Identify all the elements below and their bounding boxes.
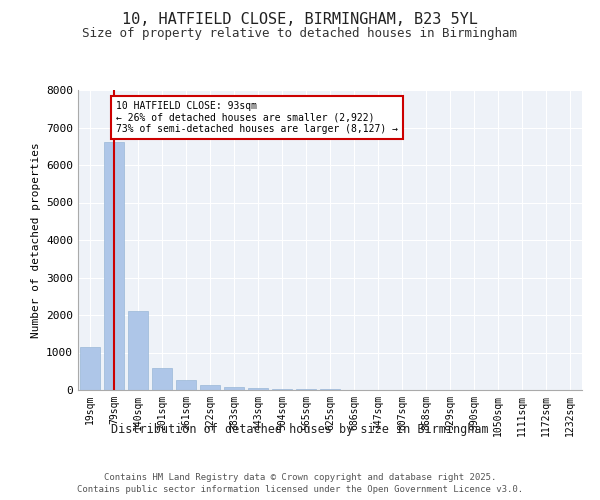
- Text: 10, HATFIELD CLOSE, BIRMINGHAM, B23 5YL: 10, HATFIELD CLOSE, BIRMINGHAM, B23 5YL: [122, 12, 478, 28]
- Text: Contains HM Land Registry data © Crown copyright and database right 2025.: Contains HM Land Registry data © Crown c…: [104, 472, 496, 482]
- Bar: [80, 347, 100, 390]
- Bar: [296, 389, 316, 390]
- Bar: [152, 368, 172, 390]
- Bar: [128, 310, 148, 390]
- Y-axis label: Number of detached properties: Number of detached properties: [31, 142, 41, 338]
- Text: Contains public sector information licensed under the Open Government Licence v3: Contains public sector information licen…: [77, 485, 523, 494]
- Bar: [224, 387, 244, 390]
- Text: Size of property relative to detached houses in Birmingham: Size of property relative to detached ho…: [83, 28, 517, 40]
- Bar: [176, 380, 196, 390]
- Bar: [248, 388, 268, 390]
- Bar: [272, 389, 292, 390]
- Text: 10 HATFIELD CLOSE: 93sqm
← 26% of detached houses are smaller (2,922)
73% of sem: 10 HATFIELD CLOSE: 93sqm ← 26% of detach…: [116, 101, 398, 134]
- Text: Distribution of detached houses by size in Birmingham: Distribution of detached houses by size …: [111, 422, 489, 436]
- Bar: [104, 142, 124, 390]
- Bar: [200, 385, 220, 390]
